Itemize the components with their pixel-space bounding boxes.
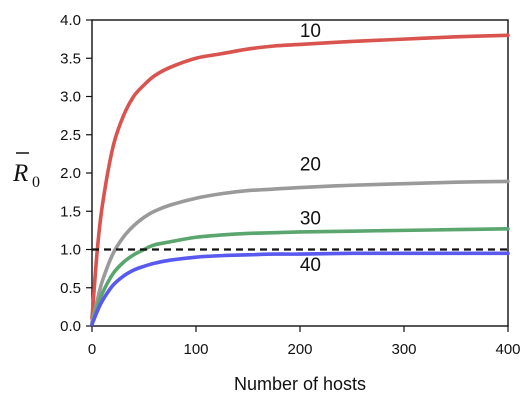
x-axis-title: Number of hosts bbox=[234, 374, 366, 394]
y-tick-label-4.0: 4.0 bbox=[60, 12, 81, 29]
y-tick-label-2.5: 2.5 bbox=[60, 127, 81, 144]
curve-label-layer: 10 20 30 40 bbox=[300, 21, 321, 276]
series-line-30 bbox=[90, 227, 510, 326]
y-tick-label-0.5: 0.5 bbox=[60, 280, 81, 297]
series-line-40 bbox=[90, 251, 510, 327]
x-tick-label-200: 200 bbox=[287, 341, 312, 358]
x-tick-label-100: 100 bbox=[183, 341, 208, 358]
y-tick-label-2.0: 2.0 bbox=[60, 165, 81, 182]
ylabel-main: R bbox=[12, 160, 28, 187]
x-tick-label-400: 400 bbox=[495, 341, 520, 358]
curve-label-30: 30 bbox=[300, 208, 321, 229]
x-tick-label-300: 300 bbox=[391, 341, 416, 358]
y-tick-label-0.0: 0.0 bbox=[60, 318, 81, 335]
curve-label-20: 20 bbox=[300, 155, 321, 176]
y-tick-label-3.0: 3.0 bbox=[60, 89, 81, 106]
series-line-20 bbox=[90, 179, 510, 324]
y-tick-label-3.5: 3.5 bbox=[60, 50, 81, 67]
y-tick-label-1.5: 1.5 bbox=[60, 203, 81, 220]
y-tick-label-1.0: 1.0 bbox=[60, 242, 81, 259]
curve-label-40: 40 bbox=[300, 255, 321, 276]
axes: 0 100 200 300 400 0.0 0.5 1.0 1.5 2.0 2.5 3.0 3.5 4.0 bbox=[60, 12, 520, 358]
y-axis-title: R 0 bbox=[12, 152, 40, 191]
ylabel-subscript: 0 bbox=[32, 174, 40, 191]
series-line-10 bbox=[90, 33, 510, 321]
x-tick-label-0: 0 bbox=[88, 341, 96, 358]
curve-label-10: 10 bbox=[300, 21, 321, 42]
series-layer bbox=[90, 33, 510, 327]
